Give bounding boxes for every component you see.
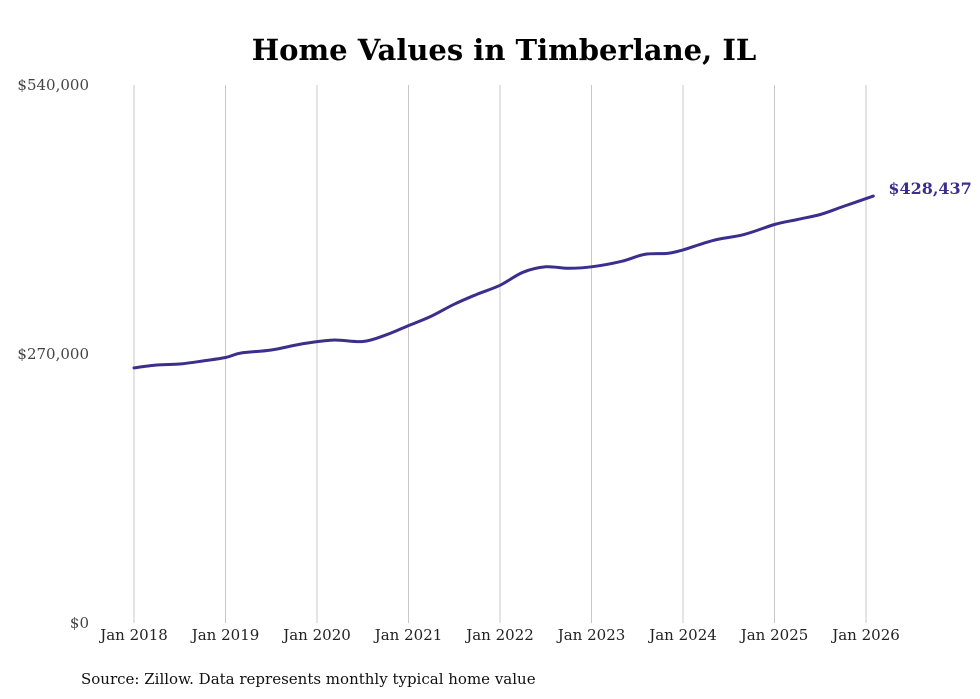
chart-title: Home Values in Timberlane, IL	[252, 33, 757, 67]
home-value-line	[132, 194, 875, 370]
y-tick-label: $540,000	[17, 76, 89, 94]
x-tick-label: Jan 2018	[98, 626, 168, 644]
vertical-gridlines	[133, 85, 867, 623]
x-tick-label: Jan 2022	[464, 626, 534, 644]
y-axis-tick-labels: $0 $270,000 $540,000	[17, 76, 89, 632]
x-axis-tick-labels: Jan 2018 Jan 2019 Jan 2020 Jan 2021 Jan 2022…	[98, 626, 900, 644]
x-tick-label: Jan 2024	[647, 626, 717, 644]
y-tick-label: $0	[70, 614, 89, 632]
x-tick-label: Jan 2023	[556, 626, 626, 644]
source-note: Source: Zillow. Data represents monthly …	[81, 670, 536, 688]
x-tick-label: Jan 2026	[830, 626, 900, 644]
x-tick-label: Jan 2019	[190, 626, 260, 644]
x-tick-label: Jan 2020	[281, 626, 351, 644]
latest-value-label: $428,437	[888, 179, 972, 198]
y-tick-label: $270,000	[17, 345, 89, 363]
x-tick-label: Jan 2021	[373, 626, 443, 644]
x-tick-label: Jan 2025	[739, 626, 809, 644]
